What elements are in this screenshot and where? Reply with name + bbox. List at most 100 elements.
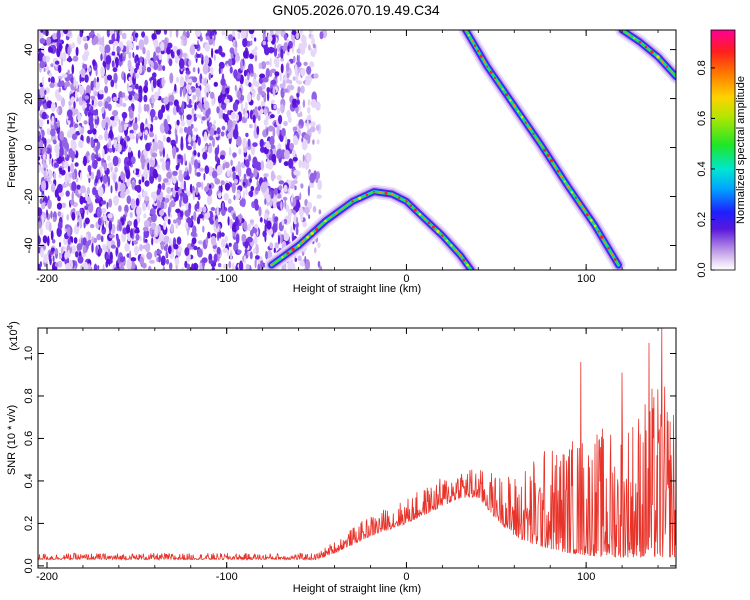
noise-blob [181,114,184,125]
noise-blob [197,152,201,158]
noise-blob [190,231,197,237]
chirp-peak [482,60,486,63]
noise-blob [39,227,43,236]
noise-blob [270,114,275,119]
noise-blob [260,160,265,171]
noise-blob [84,95,90,100]
noise-blob [194,102,197,111]
noise-blob [67,69,70,75]
noise-blob [239,260,244,270]
noise-blob [242,181,246,187]
noise-blob [97,186,104,197]
chirp-peak [470,39,473,42]
chirp-peak [536,138,539,141]
noise-blob [38,119,44,128]
chirp-peak [670,70,673,73]
noise-blob [93,237,98,244]
noise-blob [217,95,222,104]
snr-frame [37,327,677,569]
noise-blob [157,109,163,120]
chirp-peak [633,37,635,40]
noise-blob [91,242,94,253]
noise-blob [179,198,182,208]
noise-blob [146,251,153,260]
noise-blob [92,109,98,116]
noise-blob [100,53,103,62]
noise-blob [44,164,48,169]
noise-blob [64,252,68,260]
noise-blob [38,156,41,161]
noise-blob [304,255,307,264]
noise-blob [238,148,242,156]
noise-blob [41,76,45,86]
noise-blob [180,155,184,166]
noise-blob [268,229,273,236]
noise-blob [170,223,174,233]
colorbar-tick-label: 0.6 [696,111,708,126]
noise-blob [143,64,147,73]
noise-blob [221,125,226,131]
y-tick-label: 0.2 [23,516,35,531]
noise-blob [243,220,248,231]
noise-blob [108,198,113,208]
noise-blob [293,137,299,146]
noise-blob [121,32,127,40]
noise-blob [184,210,191,218]
noise-blob [114,267,118,270]
noise-blob [87,263,91,270]
noise-blob [57,221,63,230]
noise-blob [186,30,190,39]
noise-blob [299,260,306,267]
noise-blob [151,152,158,158]
noise-blob [138,39,145,50]
noise-blob [89,170,92,176]
chirp-peak [365,193,369,197]
noise-blob [216,106,220,114]
noise-blob [47,176,51,183]
noise-blob [280,63,284,74]
chirp-peak [384,191,388,195]
noise-blob [80,185,86,194]
noise-blob [51,115,55,126]
noise-blob [252,142,258,148]
noise-blob [280,48,284,59]
noise-blob [56,94,63,102]
noise-blob [128,51,132,59]
noise-blob [212,244,217,249]
noise-blob [142,46,146,55]
noise-blob [110,79,115,88]
noise-blob [138,170,142,176]
noise-blob [106,202,109,210]
noise-blob [156,164,160,170]
noise-blob [202,225,205,233]
noise-blob [247,72,250,81]
noise-blob [195,87,201,98]
noise-blob [175,76,180,83]
noise-blob [60,97,66,108]
noise-blob [227,124,232,133]
noise-blob [41,202,46,210]
noise-blob [193,150,197,156]
noise-blob [135,233,140,241]
noise-blob [220,180,225,186]
noise-blob [234,178,239,184]
noise-blob [41,111,47,120]
noise-blob [272,126,276,138]
noise-blob [274,48,277,58]
spectrogram-y-axis-label: Frequency (Hz) [6,112,18,188]
noise-blob [189,44,196,56]
noise-blob [94,197,100,204]
noise-blob [55,151,60,159]
noise-blob [179,76,185,88]
noise-blob [102,148,105,159]
noise-blob [312,206,317,213]
noise-blob [263,173,269,178]
noise-blob [213,119,216,125]
noise-blob [252,89,256,98]
noise-blob [43,170,47,181]
chirp-peak [553,164,556,168]
noise-blob [202,63,209,75]
noise-blob [260,260,264,270]
noise-blob [250,145,256,156]
noise-blob [90,136,94,148]
